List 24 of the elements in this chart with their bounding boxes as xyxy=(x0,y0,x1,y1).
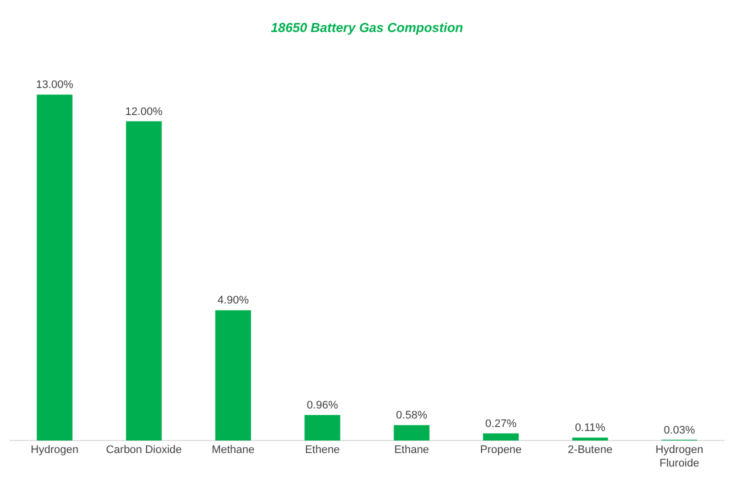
data-label: 0.58% xyxy=(396,410,428,422)
bar xyxy=(394,425,430,441)
bar xyxy=(36,94,72,441)
x-tick-label: Propene xyxy=(480,444,522,456)
data-label: 4.90% xyxy=(218,294,249,307)
data-label: 0.03% xyxy=(664,424,696,436)
x-tick-label: Ethene xyxy=(304,444,340,456)
x-tick-label: Hydrogen Fluroide xyxy=(656,444,704,470)
x-tick-label: Methane xyxy=(212,444,255,456)
bar xyxy=(304,415,340,441)
bar xyxy=(215,310,251,441)
bar xyxy=(126,121,162,441)
data-label: 0.96% xyxy=(306,400,338,412)
data-label: 12.00% xyxy=(125,106,163,118)
chart-title: 18650 Battery Gas Compostion xyxy=(270,20,464,37)
x-tick-label: 2-Butene xyxy=(568,444,612,456)
bar xyxy=(572,438,608,441)
x-tick-label: Hydrogen xyxy=(30,444,78,456)
data-label: 0.27% xyxy=(485,418,517,430)
x-tick-label: Carbon Dioxide xyxy=(106,444,182,456)
data-label: 13.00% xyxy=(36,79,74,92)
x-tick-label: Ethane xyxy=(394,444,430,456)
bar xyxy=(483,433,519,441)
data-label: 0.11% xyxy=(574,422,606,434)
